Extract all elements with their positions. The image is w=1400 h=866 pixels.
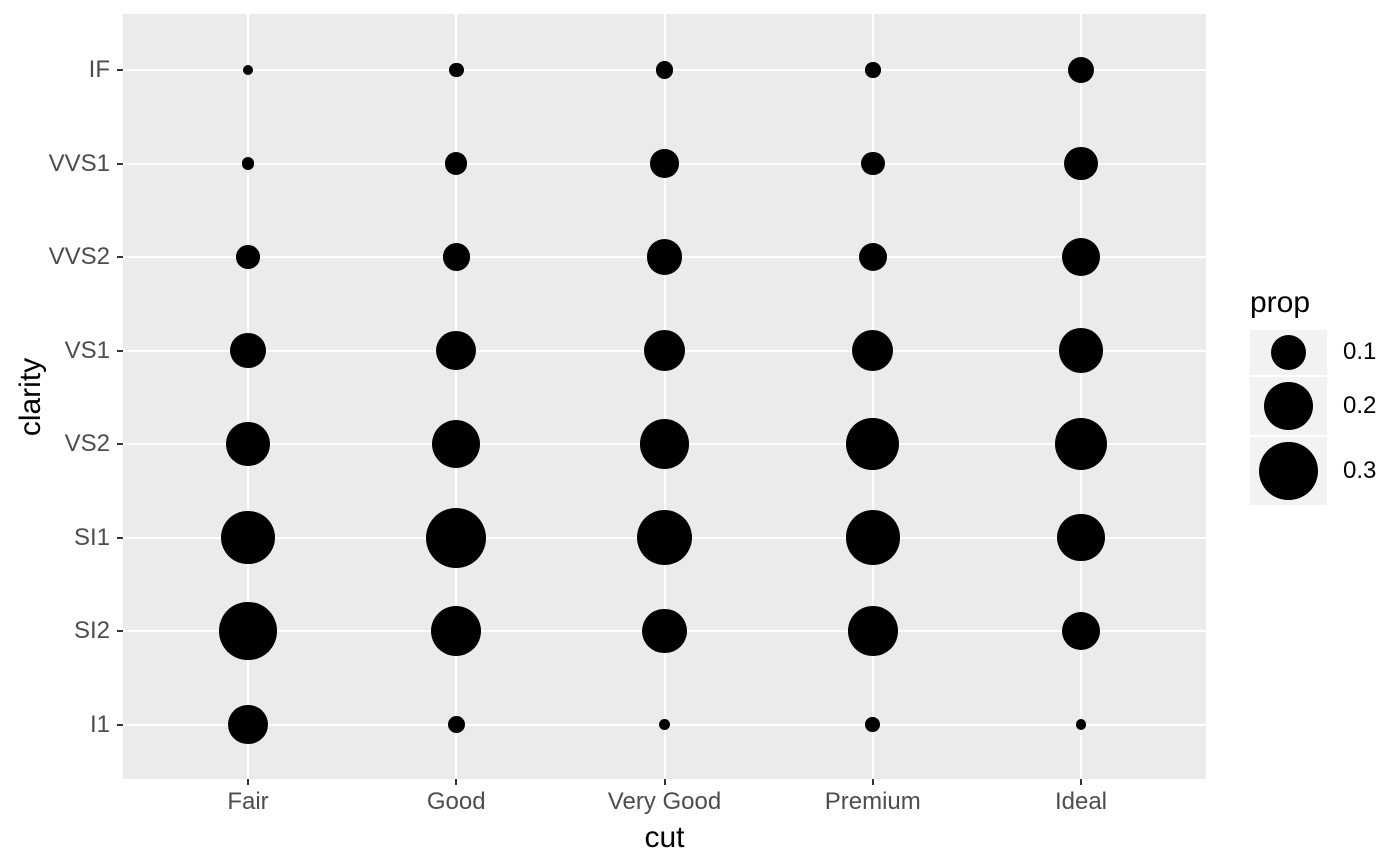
y-tick-label: SI1 <box>73 523 110 551</box>
data-point <box>431 605 482 657</box>
y-axis-tick <box>117 443 123 445</box>
y-tick-label: VVS1 <box>48 149 110 177</box>
data-point <box>1075 719 1087 730</box>
data-point <box>226 422 270 466</box>
legend-key-row: 0.2 <box>1250 376 1400 435</box>
data-point <box>432 419 481 468</box>
data-point <box>445 152 468 175</box>
data-point <box>1067 56 1095 84</box>
major-gridline-vertical <box>455 14 458 779</box>
data-point <box>655 61 674 79</box>
data-point <box>243 65 253 75</box>
x-axis-title: cut <box>644 821 685 854</box>
data-point <box>221 510 275 565</box>
x-tick-label: Fair <box>227 788 269 815</box>
y-tick-label: VS1 <box>64 336 110 364</box>
data-point <box>646 239 682 275</box>
y-tick-label: SI2 <box>73 617 110 644</box>
legend-key <box>1250 330 1327 375</box>
y-tick-label: VS2 <box>64 430 110 457</box>
x-axis-tick <box>663 779 666 785</box>
data-point <box>1058 328 1104 373</box>
x-tick-label: Ideal <box>1054 788 1108 815</box>
x-axis-tick <box>871 779 874 785</box>
legend-key-row: 0.1 <box>1250 330 1400 375</box>
major-gridline-vertical <box>871 14 874 779</box>
x-axis-tick <box>247 779 249 785</box>
legend-key <box>1250 436 1327 506</box>
major-gridline-vertical <box>247 14 249 779</box>
data-point <box>442 243 470 271</box>
data-point <box>860 151 885 176</box>
legend-key-circle <box>1264 381 1313 430</box>
data-point <box>852 329 894 372</box>
legend-key-circle <box>1271 335 1306 370</box>
data-point <box>858 242 887 271</box>
legend-key <box>1250 376 1327 435</box>
data-point <box>447 716 465 733</box>
data-point <box>230 332 266 369</box>
x-axis-tick <box>1080 779 1082 785</box>
major-gridline-vertical <box>663 14 666 779</box>
legend-title: prop <box>1250 286 1311 319</box>
legend-key-circle <box>1259 441 1318 501</box>
y-tick-label: I1 <box>89 710 110 738</box>
data-point <box>241 157 255 170</box>
data-point <box>865 717 881 732</box>
data-point <box>847 606 898 656</box>
major-gridline-vertical <box>1080 14 1082 779</box>
data-point <box>1055 418 1107 470</box>
data-point <box>236 245 260 269</box>
data-point <box>436 330 476 371</box>
data-point <box>846 417 900 471</box>
data-point <box>1057 513 1105 562</box>
data-point <box>426 507 487 568</box>
size-legend: prop 0.1 0.2 0.3 <box>1250 286 1400 507</box>
y-axis-tick <box>117 69 123 71</box>
data-point <box>639 419 690 469</box>
data-point <box>228 704 268 745</box>
x-axis-tick <box>455 779 458 785</box>
y-axis-tick <box>117 630 123 632</box>
y-axis-tick <box>117 723 123 726</box>
data-point <box>1062 612 1100 650</box>
data-point <box>219 602 277 660</box>
data-point <box>650 149 679 178</box>
legend-key-row: 0.3 <box>1250 436 1400 506</box>
legend-key-label: 0.2 <box>1343 391 1377 419</box>
y-axis-tick <box>117 162 123 165</box>
data-point <box>1064 146 1098 181</box>
y-tick-label: IF <box>88 56 110 83</box>
x-tick-label: Good <box>426 788 486 815</box>
y-axis-title: clarity <box>14 357 47 437</box>
legend-key-label: 0.1 <box>1343 338 1377 366</box>
x-tick-label: Very Good <box>607 788 722 815</box>
data-point <box>448 62 464 78</box>
legend-key-label: 0.3 <box>1343 456 1377 484</box>
data-point <box>642 608 687 654</box>
data-point <box>636 509 693 566</box>
data-point <box>864 62 881 78</box>
data-point <box>1062 238 1100 276</box>
y-axis-tick <box>117 256 123 258</box>
data-point <box>845 510 900 565</box>
y-axis-tick <box>117 536 123 539</box>
x-tick-label: Premium <box>824 788 921 815</box>
legend-keys: 0.1 0.2 0.3 <box>1250 330 1400 506</box>
data-point <box>643 329 686 372</box>
plot-panel <box>123 14 1206 779</box>
y-tick-label: VVS2 <box>48 243 110 270</box>
data-point <box>659 719 670 730</box>
y-axis-tick <box>117 349 123 352</box>
